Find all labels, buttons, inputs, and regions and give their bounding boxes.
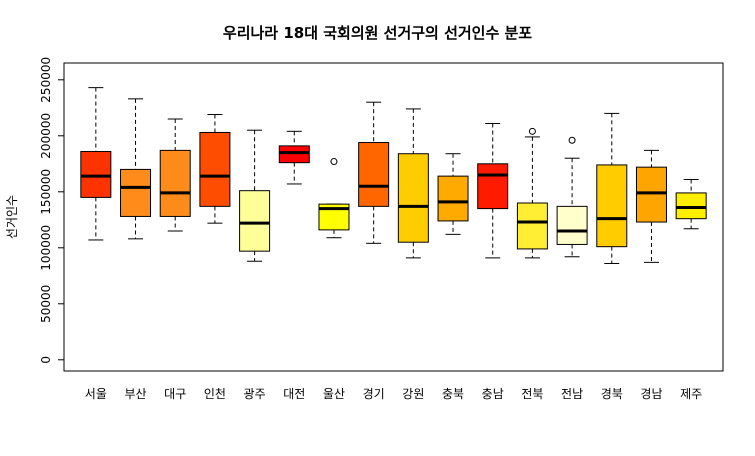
x-tick-label: 부산 xyxy=(124,387,146,401)
box-강원 xyxy=(397,108,429,259)
box-부산 xyxy=(120,98,152,240)
box-서울 xyxy=(80,87,112,241)
x-tick-label: 인천 xyxy=(204,386,226,401)
box-body xyxy=(278,145,310,164)
box-인천 xyxy=(199,114,231,224)
outlier-point xyxy=(568,136,576,144)
chart-title: 우리나라 18대 국회의원 선거구의 선거인수 분포 xyxy=(222,24,533,42)
plot-frame xyxy=(63,62,724,372)
box-경남 xyxy=(635,149,667,263)
y-tick-label: 50000 xyxy=(39,285,53,323)
box-body xyxy=(596,164,628,248)
box-body xyxy=(675,192,707,220)
box-경기 xyxy=(358,101,390,244)
box-body xyxy=(159,149,191,217)
box-대전 xyxy=(278,130,310,185)
box-전남 xyxy=(556,136,588,258)
x-tick-label: 서울 xyxy=(85,387,107,401)
x-tick-label: 충북 xyxy=(442,387,464,401)
x-tick-label: 대구 xyxy=(164,387,186,401)
box-경북 xyxy=(596,112,628,264)
box-body xyxy=(556,205,588,245)
x-tick-label: 강원 xyxy=(402,387,424,401)
y-axis: 0 50000 100000 150000 200000 250000 xyxy=(39,57,64,364)
box-body xyxy=(516,202,548,250)
x-tick-label: 경남 xyxy=(640,387,662,401)
y-tick-label: 0 xyxy=(39,356,53,364)
outlier-point xyxy=(528,127,536,135)
box-body xyxy=(437,175,469,222)
box-제주 xyxy=(675,178,707,230)
x-tick-label: 대전 xyxy=(283,387,305,401)
x-tick-label: 경북 xyxy=(601,387,623,401)
outlier-point xyxy=(330,158,338,166)
y-axis-label: 선거인수 xyxy=(5,195,19,239)
x-tick-label: 전북 xyxy=(521,387,543,401)
box-울산 xyxy=(318,158,350,239)
box-전북 xyxy=(516,127,548,259)
box-body xyxy=(199,131,231,207)
x-axis: 서울 부산 대구 인천 광주 대전 울산 경기 강원 충북 충남 전북 전남 경북 경남 제주 xyxy=(85,386,702,401)
x-tick-label: 광주 xyxy=(244,387,266,401)
x-tick-label: 경기 xyxy=(363,387,385,401)
box-body xyxy=(477,163,509,210)
x-tick-label: 울산 xyxy=(323,387,345,401)
x-tick-label: 제주 xyxy=(680,387,702,401)
box-body xyxy=(635,166,667,223)
box-광주 xyxy=(239,129,271,262)
y-tick-label: 150000 xyxy=(39,169,53,215)
box-body xyxy=(397,153,429,243)
box-대구 xyxy=(159,118,191,232)
box-body xyxy=(358,142,390,207)
y-tick-label: 200000 xyxy=(39,113,53,159)
box-body xyxy=(239,190,271,252)
boxplot-series xyxy=(80,87,707,264)
y-tick-label: 100000 xyxy=(39,225,53,271)
x-tick-label: 충남 xyxy=(482,387,504,401)
box-body xyxy=(80,150,112,198)
box-body xyxy=(120,168,152,217)
x-tick-label: 전남 xyxy=(561,387,583,401)
y-tick-label: 250000 xyxy=(39,57,53,103)
box-충북 xyxy=(437,153,469,235)
box-충남 xyxy=(477,122,509,259)
